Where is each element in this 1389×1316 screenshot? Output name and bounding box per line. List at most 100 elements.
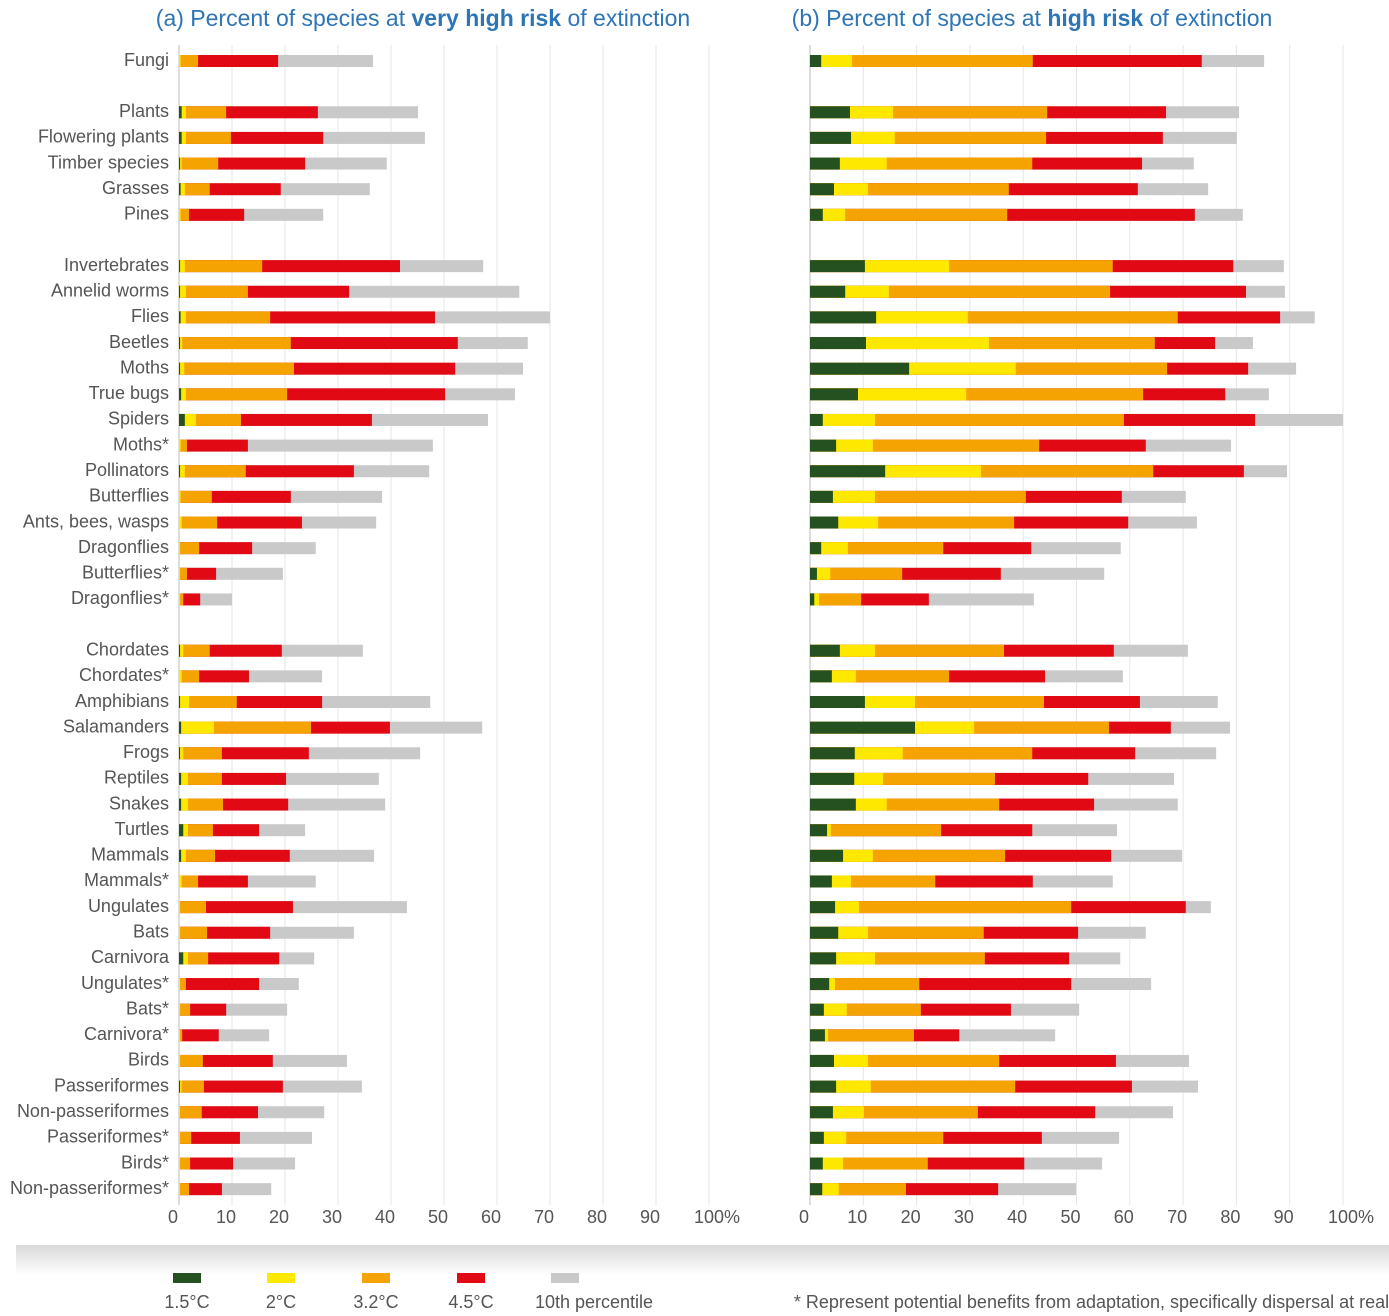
bar <box>179 1106 202 1119</box>
bar <box>179 337 181 350</box>
bar <box>179 1183 222 1196</box>
y-tick-label: Amphibians <box>75 691 169 711</box>
bar <box>179 388 288 401</box>
legend-swatch <box>267 1273 295 1283</box>
bar <box>179 1003 181 1016</box>
bar <box>179 798 189 811</box>
y-tick-label: Turtles <box>115 819 169 839</box>
bar <box>179 926 181 939</box>
bar <box>179 362 295 375</box>
bar <box>810 1106 833 1119</box>
y-tick-label: Mammals <box>91 845 169 865</box>
bar <box>179 1029 181 1042</box>
y-tick-label: Dragonflies* <box>71 588 169 608</box>
bar <box>179 285 186 298</box>
bar <box>179 285 248 298</box>
bar <box>179 901 207 914</box>
bar <box>179 183 185 196</box>
x-tick-label: 60 <box>481 1207 501 1227</box>
y-tick-label: Beetles <box>109 332 169 352</box>
x-tick-label: 90 <box>1274 1207 1294 1227</box>
y-tick-label: Annelid worms <box>51 281 169 301</box>
bar <box>179 1029 183 1042</box>
bar <box>179 106 182 119</box>
bar <box>810 849 844 862</box>
y-tick-label: Frogs <box>123 742 169 762</box>
bar <box>179 55 279 67</box>
title-part: (a) Percent of species at <box>156 5 412 31</box>
chart-title: (b) Percent of species at high risk of e… <box>792 5 1273 31</box>
legend-label: 3.2°C <box>353 1292 398 1312</box>
bar <box>810 1054 834 1067</box>
bar <box>179 747 222 760</box>
bar <box>179 157 219 170</box>
y-tick-label: Mammals* <box>84 870 169 890</box>
bar <box>810 1157 823 1170</box>
y-tick-label: Pollinators <box>85 460 169 480</box>
bar <box>179 183 210 196</box>
bar <box>179 1131 181 1144</box>
bar <box>179 285 181 298</box>
x-tick-label: 20 <box>901 1207 921 1227</box>
bar <box>179 465 181 478</box>
x-tick-label: 10 <box>847 1207 867 1227</box>
bar <box>179 1054 203 1067</box>
bar <box>810 978 920 991</box>
legend-label: 2°C <box>266 1292 296 1312</box>
bar <box>179 978 181 991</box>
bar <box>179 1106 181 1119</box>
y-tick-label: Bats* <box>126 998 169 1018</box>
chart-title: (a) Percent of species at very high risk… <box>156 5 690 31</box>
bar <box>179 567 181 580</box>
y-tick-label: Birds <box>128 1050 169 1070</box>
x-tick-label: 40 <box>375 1207 395 1227</box>
bar <box>810 311 877 324</box>
bar <box>810 772 855 785</box>
bar <box>810 413 876 426</box>
bar <box>179 183 181 196</box>
bar <box>810 388 858 401</box>
bar <box>179 978 260 991</box>
bar <box>179 798 182 811</box>
bar <box>179 1157 191 1170</box>
x-tick-label: 80 <box>1220 1207 1240 1227</box>
bar <box>179 875 182 888</box>
bar <box>179 849 186 862</box>
title-part: very high risk <box>411 5 561 31</box>
bar <box>179 747 181 760</box>
bar <box>810 183 834 196</box>
bar <box>179 439 187 452</box>
x-tick-label: 0 <box>168 1207 178 1227</box>
bar <box>810 1029 914 1042</box>
y-tick-label: Dragonflies <box>78 537 169 557</box>
y-tick-label: Ungulates <box>88 896 169 916</box>
bar <box>810 670 832 683</box>
bar <box>179 337 291 350</box>
bar <box>810 362 910 375</box>
bar <box>810 567 817 580</box>
bar <box>810 901 1072 914</box>
bar <box>810 131 852 144</box>
bar <box>810 798 856 811</box>
bar <box>179 849 182 862</box>
y-tick-label: Moths* <box>113 434 169 454</box>
bar <box>179 824 184 837</box>
x-tick-label: 30 <box>322 1207 342 1227</box>
bar <box>179 55 199 67</box>
y-tick-label: Moths <box>120 357 169 377</box>
bar <box>810 901 836 914</box>
bar <box>810 337 866 350</box>
bar <box>810 1183 823 1196</box>
y-tick-label: Salamanders <box>63 716 169 736</box>
bar <box>179 131 182 144</box>
bar <box>179 55 181 67</box>
bar <box>179 490 181 503</box>
bar <box>179 439 248 452</box>
bar <box>810 1131 824 1144</box>
bar <box>810 1029 825 1042</box>
bar <box>179 1183 190 1196</box>
bar <box>179 1054 181 1067</box>
bar <box>179 157 182 170</box>
bar <box>810 260 865 273</box>
